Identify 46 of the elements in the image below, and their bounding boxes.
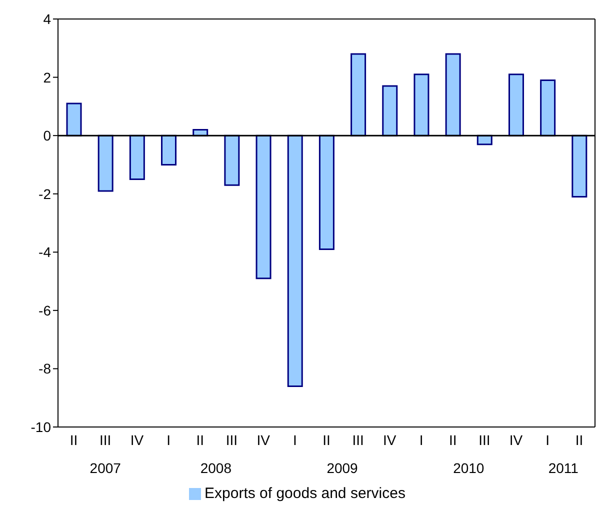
bar bbox=[318, 134, 334, 250]
y-tick-label: -6 bbox=[38, 302, 52, 318]
x-tick-label: I bbox=[166, 432, 171, 448]
y-tick-label: -8 bbox=[38, 360, 52, 377]
x-tick-label: IV bbox=[509, 432, 524, 448]
x-tick-label: II bbox=[448, 432, 457, 448]
bar bbox=[98, 134, 114, 192]
bar bbox=[129, 134, 145, 180]
text: 2008 bbox=[200, 460, 232, 476]
legend-label: Exports of goods and services bbox=[204, 485, 406, 502]
text: 2007 bbox=[90, 460, 122, 476]
x-tick-label: II bbox=[322, 432, 330, 448]
x-tick-label: II bbox=[575, 432, 584, 448]
bar bbox=[445, 53, 461, 136]
bar bbox=[66, 102, 82, 136]
x-tick-label: IV bbox=[256, 432, 271, 448]
bar bbox=[382, 85, 398, 136]
y-tick-label: 2 bbox=[43, 69, 52, 86]
x-tick-label: I bbox=[546, 432, 550, 448]
bar bbox=[414, 74, 430, 136]
x-tick-label: I bbox=[419, 432, 424, 448]
bar bbox=[224, 134, 240, 186]
y-tick-label: -10 bbox=[30, 418, 52, 435]
text: 2010 bbox=[453, 460, 484, 476]
x-tick-label: IV bbox=[383, 432, 397, 448]
bar bbox=[540, 79, 556, 136]
y-tick-label: -2 bbox=[38, 186, 52, 202]
bar bbox=[256, 134, 272, 280]
x-tick-label: III bbox=[100, 432, 112, 448]
x-tick-label: III bbox=[478, 432, 490, 448]
x-tick-label: III bbox=[352, 432, 364, 448]
x-tick-label: IV bbox=[130, 432, 144, 448]
y-tick-label: 0 bbox=[43, 128, 52, 144]
x-tick-label: III bbox=[226, 432, 238, 448]
text: 2011 bbox=[548, 460, 579, 476]
text: 2009 bbox=[326, 460, 358, 476]
bar bbox=[508, 74, 524, 136]
y-tick-label: 4 bbox=[43, 10, 52, 27]
bar bbox=[572, 134, 588, 198]
bar bbox=[161, 134, 177, 166]
x-tick-label: II bbox=[196, 432, 204, 448]
x-tick-label: I bbox=[292, 432, 297, 448]
x-tick-label: II bbox=[70, 432, 78, 448]
bar bbox=[287, 134, 303, 387]
bar bbox=[350, 53, 366, 136]
y-tick-label: -4 bbox=[38, 244, 52, 260]
